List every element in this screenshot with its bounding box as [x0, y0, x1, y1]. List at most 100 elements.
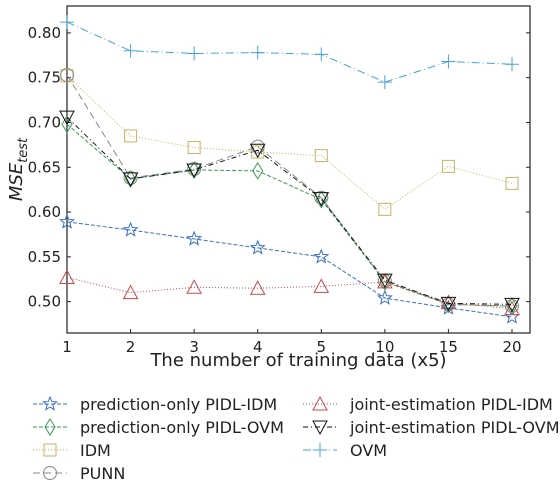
data-point — [59, 269, 75, 284]
legend-item: OVM — [303, 441, 387, 460]
y-tick-label: 0.70 — [28, 113, 61, 131]
series-line — [66, 74, 513, 307]
data-point — [59, 110, 75, 126]
data-point — [124, 129, 138, 143]
data-point — [506, 297, 518, 316]
data-point — [505, 176, 519, 190]
x-tick-label: 1 — [62, 338, 72, 356]
data-point — [122, 284, 139, 300]
data-point — [59, 213, 75, 229]
legend-label: prediction-only PIDL-OVM — [80, 418, 284, 437]
legend-label: joint-estimation PIDL-OVM — [349, 418, 560, 437]
data-point — [377, 273, 393, 289]
legend-label: IDM — [80, 441, 111, 460]
legend-marker — [313, 443, 327, 457]
legend-item: PUNN — [33, 464, 125, 483]
data-point — [505, 57, 519, 72]
y-tick-label: 0.80 — [28, 24, 61, 42]
data-point — [441, 54, 456, 69]
data-point — [187, 162, 202, 177]
legend-marker — [44, 418, 56, 436]
data-point — [60, 67, 74, 82]
series-line — [66, 221, 513, 318]
y-axis-title-main: MSE — [6, 162, 27, 201]
data-point — [377, 75, 392, 90]
data-point — [60, 15, 74, 30]
y-tick-label: 0.75 — [28, 69, 61, 87]
y-axis: 0.50 0.55 0.60 0.65 0.70 0.75 0.80 — [28, 24, 530, 311]
series-2 — [61, 115, 518, 316]
data-point — [440, 296, 457, 312]
data-point — [314, 190, 329, 205]
legend-marker — [312, 395, 328, 411]
x-tick-label: 10 — [375, 338, 394, 356]
x-axis-title: The number of training data (x5) — [149, 350, 446, 371]
plot-area — [66, 5, 531, 334]
data-point — [313, 248, 330, 264]
y-tick-label: 0.55 — [28, 248, 61, 266]
legend-marker — [43, 443, 57, 457]
data-point — [187, 46, 202, 61]
data-point — [61, 115, 73, 134]
legend-marker — [42, 395, 58, 411]
data-point — [441, 159, 455, 173]
x-tick-label: 4 — [253, 338, 263, 356]
data-point — [249, 143, 266, 159]
x-tick-label: 20 — [502, 338, 521, 356]
data-point — [249, 280, 266, 295]
y-axis-title: MSEtest — [6, 137, 31, 201]
x-axis: 1 2 3 4 5 10 15 20 — [62, 329, 522, 356]
data-point — [378, 202, 392, 216]
data-point — [505, 299, 519, 314]
plot-frame — [66, 5, 531, 334]
data-point — [313, 192, 330, 207]
data-point — [314, 47, 329, 62]
data-point — [186, 163, 202, 179]
y-tick-label: 0.50 — [28, 293, 61, 311]
data-point — [123, 43, 138, 58]
data-point — [122, 221, 139, 237]
legend-label: joint-estimation PIDL-IDM — [349, 395, 553, 414]
data-point — [440, 294, 457, 310]
series-4 — [60, 67, 519, 314]
x-tick-label: 3 — [189, 338, 199, 356]
x-tick-label: 15 — [439, 338, 458, 356]
y-tick-label: 0.65 — [28, 158, 61, 176]
x-tick-label: 2 — [126, 338, 136, 356]
data-point — [504, 297, 520, 313]
data-point — [315, 190, 327, 209]
data-point — [314, 149, 328, 163]
data-point — [252, 161, 264, 180]
legend-item: IDM — [33, 441, 111, 460]
data-point — [313, 278, 330, 293]
series-line — [66, 123, 513, 307]
series-6 — [59, 110, 520, 313]
legend-item: joint-estimation PIDL-OVM — [303, 418, 560, 437]
data-point — [187, 141, 201, 155]
series-line — [66, 75, 513, 210]
y-axis-title-sub: test — [16, 137, 31, 163]
legend: prediction-only PIDL-IDM prediction-only … — [33, 395, 560, 483]
series-3 — [60, 69, 519, 216]
legend-label: prediction-only PIDL-IDM — [80, 395, 277, 414]
legend-label: PUNN — [80, 464, 125, 483]
data-point — [504, 300, 520, 316]
data-point — [250, 45, 265, 60]
data-point — [249, 239, 266, 255]
series-7 — [60, 15, 519, 90]
data-point — [379, 272, 391, 291]
series-line — [66, 21, 513, 83]
series-line — [66, 116, 513, 305]
x-tick-label: 5 — [317, 338, 327, 356]
legend-marker — [312, 420, 328, 436]
y-tick-label: 0.60 — [28, 203, 61, 221]
legend-label: OVM — [350, 441, 387, 460]
series-layer — [59, 15, 520, 324]
data-point — [123, 171, 138, 186]
legend-marker — [43, 466, 57, 480]
legend-item: joint-estimation PIDL-IDM — [303, 395, 553, 414]
data-point — [122, 172, 139, 187]
data-point — [376, 289, 393, 305]
data-point — [186, 279, 202, 294]
